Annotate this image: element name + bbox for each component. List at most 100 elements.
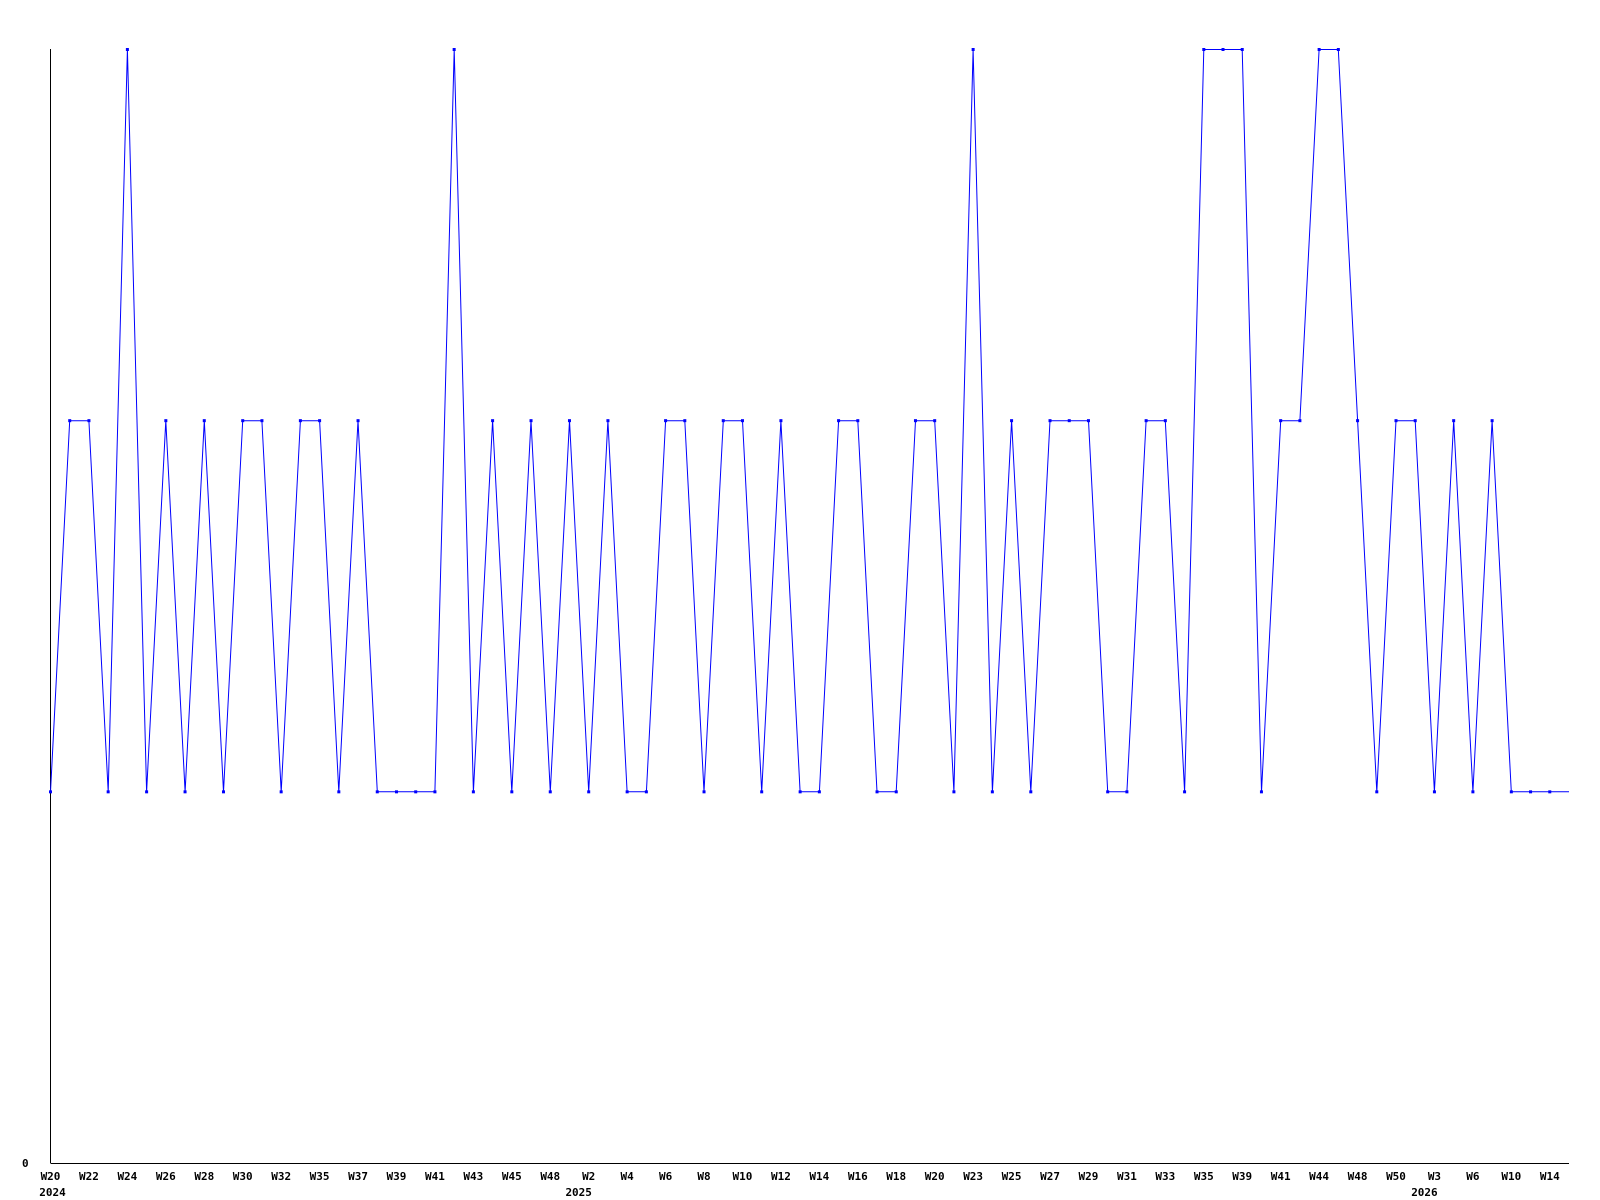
data-point [683,419,687,423]
data-point [1336,48,1340,51]
x-tick-label: W12 [771,1170,791,1183]
data-point [1471,790,1475,794]
data-point [1183,790,1187,794]
x-tick-label: W39 [1232,1170,1252,1183]
x-tick-label: W28 [194,1170,214,1183]
year-label: 2024 [39,1186,66,1199]
data-point [625,790,629,794]
data-point [49,790,52,794]
data-point [740,419,744,423]
data-point [587,790,591,794]
data-point [1548,790,1552,794]
data-point [837,419,841,423]
data-point [106,790,110,794]
data-point [1106,790,1110,794]
x-tick-label: W6 [1466,1170,1480,1183]
data-point [952,790,956,794]
x-tick-label: W39 [387,1170,407,1183]
data-point [394,790,398,794]
x-tick-label: W26 [156,1170,176,1183]
x-tick-label: W41 [425,1170,445,1183]
x-tick-label: W48 [540,1170,560,1183]
data-point [452,48,456,51]
data-point [337,790,341,794]
data-point [1298,419,1302,423]
x-tick-label: W22 [79,1170,99,1183]
data-point [779,419,783,423]
x-tick-label: W20 [41,1170,61,1183]
data-point [1259,790,1263,794]
data-point [1452,419,1456,423]
x-tick-label: W10 [1501,1170,1521,1183]
data-point [856,419,860,423]
x-tick-label: W14 [809,1170,829,1183]
data-point [1432,790,1436,794]
x-tick-label: W25 [1002,1170,1022,1183]
data-point [567,419,571,423]
data-point [375,790,379,794]
x-tick-label: W3 [1428,1170,1441,1183]
data-point [471,790,475,794]
x-tick-label: W2 [582,1170,595,1183]
series-points [49,48,1552,794]
data-point [798,790,802,794]
data-point [1144,419,1148,423]
data-point [1529,790,1533,794]
x-tick-label: W8 [697,1170,710,1183]
x-tick-label: W27 [1040,1170,1060,1183]
year-label: 2025 [565,1186,592,1199]
data-point [702,790,706,794]
year-labels: 2024 2025 2026 [39,1186,1438,1199]
data-point [1221,48,1225,51]
data-point [433,790,437,794]
x-tick-labels: W20 W22 W24 W26 W28 W30 W32 W35 W37 W39 W41 W43 W45 W… [41,1170,1561,1183]
data-point [221,790,225,794]
data-point [125,48,129,51]
data-point [1048,419,1052,423]
data-point [1394,419,1398,423]
x-tick-label: W16 [848,1170,868,1183]
data-point [1240,48,1244,51]
data-point [1163,419,1167,423]
x-tick-label: W32 [271,1170,291,1183]
data-point [1125,790,1129,794]
data-point [279,790,283,794]
data-point [606,419,610,423]
data-point [971,48,975,51]
x-tick-label: W29 [1079,1170,1099,1183]
series-line [50,49,1569,793]
x-tick-label: W35 [310,1170,330,1183]
x-tick-label: W20 [925,1170,945,1183]
data-point [68,419,72,423]
data-point [760,790,764,794]
x-tick-label: W35 [1194,1170,1214,1183]
data-point [1375,790,1379,794]
data-point [1509,790,1513,794]
x-tick-label: W6 [659,1170,673,1183]
x-tick-label: W10 [733,1170,753,1183]
data-point [356,419,360,423]
data-point [183,790,187,794]
data-point [913,419,917,423]
data-point [318,419,322,423]
x-tick-label: W45 [502,1170,522,1183]
data-point [298,419,302,423]
data-point [241,419,245,423]
x-tick-label: W4 [621,1170,635,1183]
data-point [164,419,168,423]
x-tick-label: W33 [1155,1170,1175,1183]
data-point [491,419,495,423]
x-tick-label: W48 [1348,1170,1368,1183]
x-tick-label: W41 [1271,1170,1291,1183]
data-point [1086,419,1090,423]
data-point [1413,419,1417,423]
x-tick-label: W23 [963,1170,983,1183]
data-point [414,790,418,794]
data-point [1317,48,1321,51]
year-label: 2026 [1411,1186,1438,1199]
y-tick-label-0: 0 [22,1157,29,1170]
x-tick-label: W50 [1386,1170,1406,1183]
data-point [510,790,514,794]
data-point [1029,790,1033,794]
